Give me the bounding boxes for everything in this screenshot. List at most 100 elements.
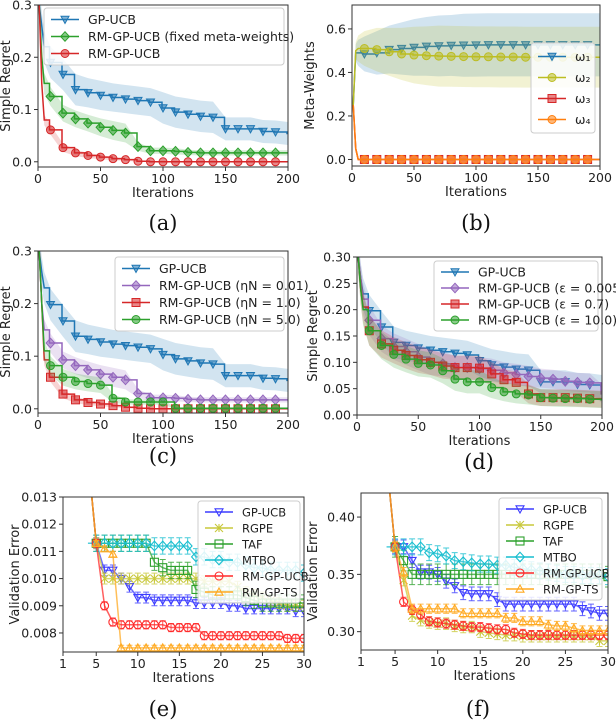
marker-triangle-up	[166, 642, 176, 652]
marker-triangle-down	[133, 96, 143, 106]
marker-circle	[484, 623, 494, 633]
legend-item: TAF	[506, 535, 564, 549]
marker-triangle-up	[492, 608, 503, 618]
marker-triangle-down	[492, 595, 503, 605]
marker-square	[96, 399, 105, 409]
marker-triangle-up	[415, 603, 426, 613]
y-tick-label: 0.30	[323, 250, 351, 265]
marker-circle	[508, 154, 518, 164]
error-bar	[301, 594, 304, 612]
legend-item: GP-UCB	[122, 261, 207, 276]
marker-circle	[158, 397, 168, 407]
marker-circle	[471, 52, 481, 62]
marker-diamond	[257, 394, 269, 406]
x-tick-label: 5	[391, 654, 399, 669]
y-tick-label: 0.3	[12, 244, 32, 259]
y-tick-label: 0.40	[327, 510, 355, 525]
legend-item: GP-UCB	[441, 265, 526, 280]
marker-diamond	[232, 394, 244, 406]
error-bar	[451, 619, 458, 630]
marker-circle	[372, 154, 382, 164]
marker-triangle-up	[534, 616, 545, 626]
marker-triangle-down	[577, 604, 588, 614]
marker-triangle-up	[526, 616, 537, 626]
marker-circle	[434, 51, 444, 61]
marker-diamond	[298, 567, 304, 579]
y-tick-label: 0.1	[12, 349, 32, 364]
error-bar	[176, 561, 183, 580]
legend-item: RM-GP-UCB (ηN = 5.0)	[122, 312, 301, 327]
x-tick-label: 150	[214, 171, 238, 186]
legend-item: ω₄	[538, 112, 590, 127]
marker-triangle-up	[515, 583, 525, 593]
marker-circle	[121, 155, 130, 165]
x-tick-label: 150	[214, 417, 238, 432]
marker-triangle-down	[95, 91, 106, 101]
legend-label: GP-UCB	[159, 261, 207, 276]
marker-circle	[397, 154, 407, 164]
marker-triangle-down	[133, 343, 143, 353]
marker-diamond	[82, 117, 94, 129]
x-tick-label: 30	[600, 654, 616, 669]
legend-item: RM-GP-TS	[205, 586, 298, 600]
marker-circle	[46, 361, 55, 371]
marker-circle	[83, 379, 93, 389]
legend-label: MTBO	[242, 554, 276, 568]
x-tick-label: 0	[34, 417, 42, 432]
marker-diamond	[182, 393, 194, 405]
error-bar	[605, 625, 608, 636]
marker-triangle-down	[409, 43, 419, 53]
marker-square	[547, 94, 557, 103]
legend-label: RM-GP-UCB (ηN = 1.0)	[159, 295, 301, 310]
marker-triangle-up	[594, 625, 605, 635]
marker-diamond	[170, 392, 181, 404]
legend-label: GP-UCB	[88, 12, 136, 27]
x-tick-label: 10	[430, 654, 446, 669]
marker-circle	[71, 376, 80, 386]
marker-diamond	[45, 337, 56, 349]
error-bar	[468, 621, 475, 633]
marker-diamond	[406, 541, 418, 553]
marker-triangle-down	[132, 593, 143, 603]
error-bar	[477, 621, 484, 633]
marker-diamond	[207, 147, 219, 159]
y-tick-label: 0.013	[21, 490, 57, 505]
x-tick-label: 15	[171, 656, 187, 671]
marker-circle	[214, 571, 224, 581]
legend-label: GP-UCB	[543, 503, 587, 517]
series-1	[38, 251, 288, 392]
marker-diamond	[270, 394, 281, 406]
marker-circle	[221, 157, 230, 167]
marker-triangle-up	[475, 608, 486, 618]
marker-circle	[58, 143, 68, 153]
marker-triangle-down	[208, 113, 218, 123]
marker-triangle-down	[233, 371, 243, 381]
marker-diamond	[149, 540, 160, 552]
uncertainty-band	[358, 257, 602, 408]
marker-circle	[424, 616, 434, 626]
marker-diamond	[95, 121, 106, 133]
marker-circle	[158, 620, 168, 630]
marker-diamond	[207, 394, 219, 406]
axes-frame	[360, 492, 609, 651]
marker-diamond	[547, 373, 559, 385]
legend: ω₁ ω₂ ω₃ ω₄	[530, 42, 596, 134]
marker-diamond	[441, 550, 452, 562]
marker-circle	[475, 622, 485, 632]
error-bar	[536, 630, 543, 641]
y-tick-label: 0.15	[323, 329, 351, 344]
plot-area	[357, 257, 602, 409]
marker-circle	[196, 403, 205, 413]
marker-triangle-down	[245, 371, 256, 381]
legend-box	[43, 7, 285, 66]
marker-circle	[459, 52, 469, 62]
panel-e: 1 5 10 15 20 25 300.0080.0090.0100.0110.0120.0…	[8, 490, 312, 687]
legend-box	[530, 42, 596, 134]
marker-circle	[518, 629, 528, 639]
marker-circle	[246, 403, 255, 413]
marker-circle	[509, 628, 519, 638]
marker-circle	[96, 152, 105, 162]
marker-circle	[133, 397, 143, 407]
marker-circle	[475, 377, 484, 387]
marker-circle	[146, 157, 155, 167]
